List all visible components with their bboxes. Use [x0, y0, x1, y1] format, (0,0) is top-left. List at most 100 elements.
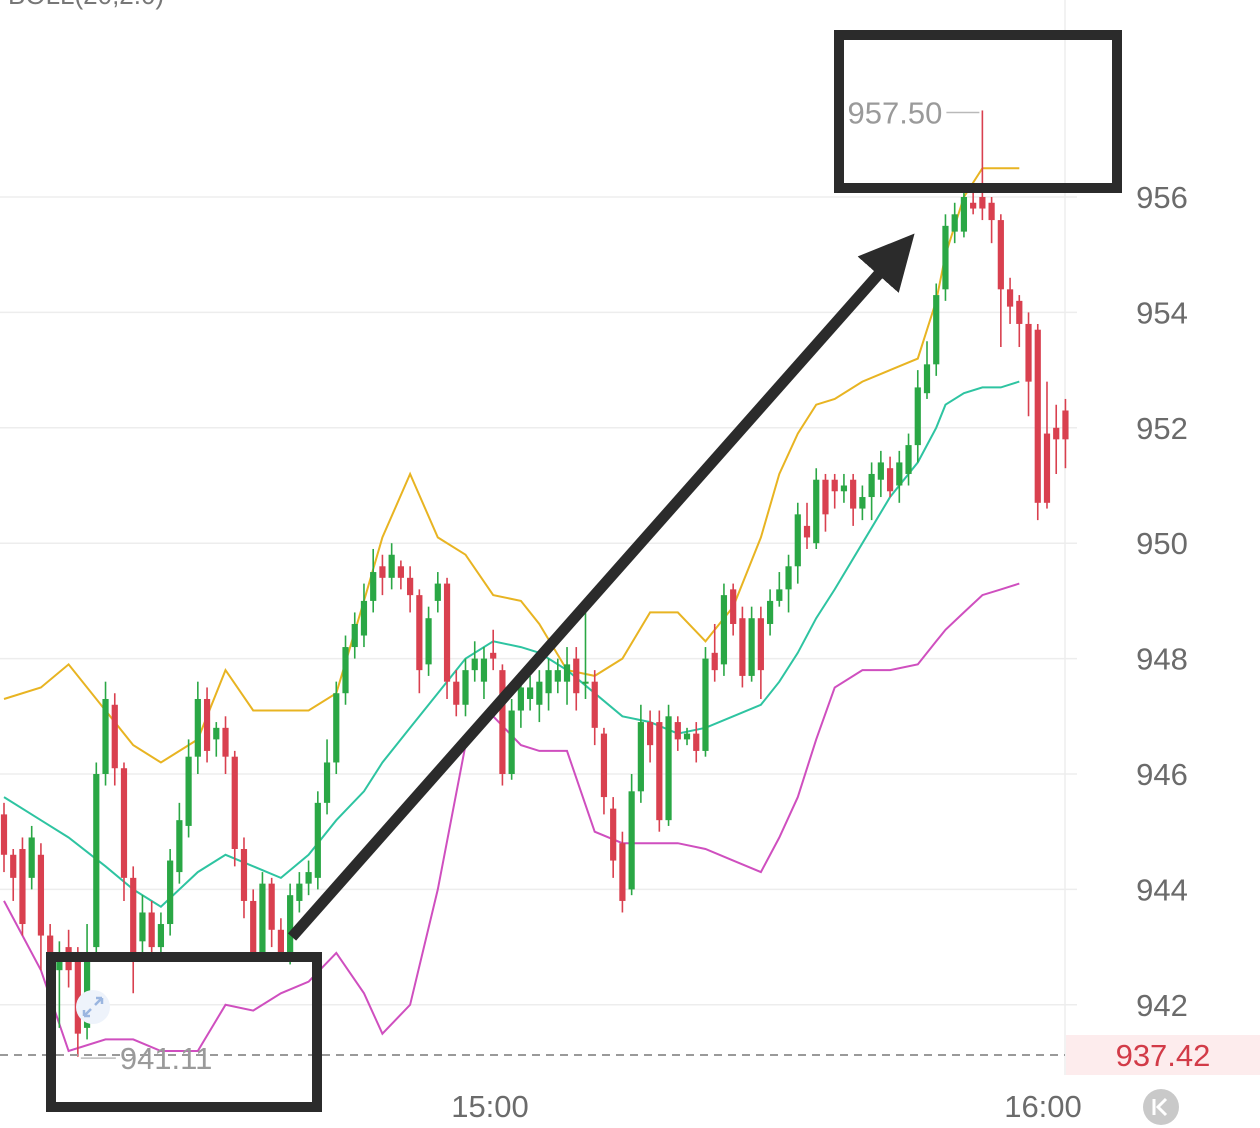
candle — [536, 670, 543, 723]
candle — [397, 560, 404, 590]
candle — [102, 681, 109, 786]
candle — [748, 606, 755, 682]
candle-body — [351, 623, 358, 648]
candle — [563, 647, 571, 705]
candle-body — [176, 820, 183, 873]
candle — [822, 473, 829, 532]
y-axis: 956 954 952 950 948 946 944 942 — [1136, 180, 1188, 1023]
candle — [739, 606, 746, 688]
candle-body — [785, 566, 792, 590]
candle-body — [379, 566, 386, 578]
candle-body — [314, 802, 321, 878]
candle — [111, 693, 118, 786]
candle — [490, 629, 497, 671]
candle — [222, 716, 229, 774]
candle-body — [397, 566, 404, 578]
candle — [333, 681, 340, 774]
candle-body — [748, 618, 755, 676]
candle-body — [979, 197, 986, 209]
candle — [859, 485, 866, 521]
trend-arrow — [287, 233, 915, 941]
candle — [794, 502, 801, 584]
candle — [868, 462, 875, 521]
candle — [19, 837, 26, 936]
candle-body — [370, 572, 377, 601]
candle — [351, 612, 358, 659]
candle-body — [637, 722, 644, 792]
low-marker-label: 941.11 — [120, 1041, 213, 1076]
candle-body — [194, 698, 201, 757]
k-line-jump-icon[interactable] — [1143, 1089, 1179, 1125]
candle — [527, 675, 534, 711]
candle — [619, 831, 626, 913]
candle-body — [167, 860, 174, 925]
candle-body — [739, 618, 746, 676]
candle — [360, 583, 368, 648]
candle — [167, 849, 174, 936]
candle-body — [1025, 323, 1032, 382]
candle — [268, 877, 275, 948]
candle-body — [56, 958, 63, 971]
candle — [730, 583, 737, 636]
candle-body — [130, 877, 137, 953]
candle — [886, 456, 894, 498]
candle — [0, 802, 8, 873]
candle-body — [74, 958, 81, 1034]
candle-body — [757, 618, 764, 671]
candle — [711, 623, 718, 682]
candle-body — [296, 883, 303, 901]
candle — [93, 762, 100, 953]
candle-body — [665, 716, 672, 821]
candle — [480, 647, 488, 699]
candle — [545, 658, 552, 711]
candle-body — [0, 814, 8, 855]
candle-body — [425, 618, 432, 665]
candle — [702, 647, 709, 757]
candle — [425, 606, 432, 676]
candle-body — [536, 681, 543, 705]
candle — [693, 722, 700, 763]
candle-body — [859, 497, 866, 509]
candle — [508, 698, 515, 780]
candle-body — [794, 514, 801, 567]
expand-arrows-icon[interactable] — [76, 990, 110, 1024]
candle — [370, 548, 377, 613]
candle-body — [730, 589, 737, 624]
candle-body — [877, 462, 884, 480]
candle — [582, 612, 589, 699]
candle-body — [277, 929, 284, 953]
candle-body — [656, 722, 663, 821]
candle — [407, 566, 414, 613]
candle-body — [499, 670, 506, 774]
candle — [554, 658, 561, 694]
candle — [314, 791, 321, 890]
candle-body — [360, 600, 368, 636]
x-tick-label: 16:00 — [1004, 1089, 1082, 1124]
candle — [323, 739, 331, 815]
last-price-label: 937.42 — [1116, 1038, 1211, 1073]
candle-body — [905, 445, 912, 474]
candle-body — [259, 883, 266, 953]
candle-body — [803, 525, 811, 538]
candle-body — [480, 658, 488, 682]
candle-body — [1053, 427, 1060, 440]
candle-body — [997, 220, 1004, 290]
candle — [914, 370, 921, 463]
candle-body — [388, 554, 395, 578]
candle-body — [93, 774, 100, 948]
candle — [850, 473, 857, 526]
candle — [379, 554, 386, 596]
candle — [840, 473, 848, 503]
candle-body — [416, 595, 423, 671]
candle-body — [766, 600, 774, 624]
candle — [960, 185, 968, 238]
candle — [1025, 312, 1032, 417]
candle-body — [222, 727, 229, 757]
y-tick-label: 950 — [1136, 526, 1188, 561]
candle — [434, 572, 441, 613]
candle-body — [1062, 410, 1069, 440]
candle — [462, 658, 469, 717]
y-tick-label: 946 — [1136, 757, 1188, 792]
high-marker-label: 957.50 — [848, 95, 943, 130]
